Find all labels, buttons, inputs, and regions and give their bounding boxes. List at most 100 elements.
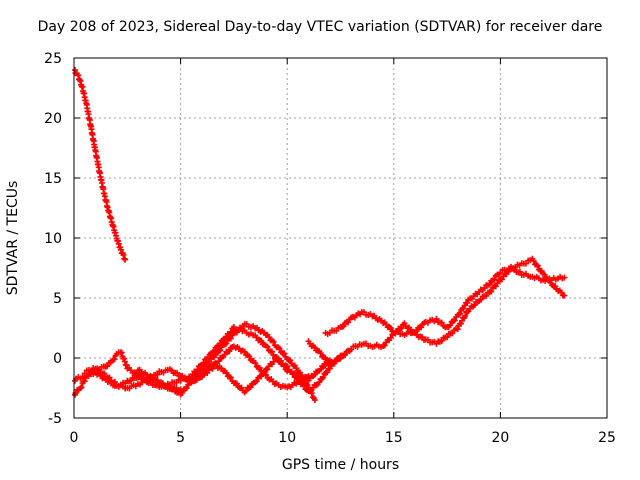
data-point <box>243 387 250 394</box>
series-arc-7 <box>305 338 387 367</box>
y-tick-label: 15 <box>44 171 62 187</box>
data-point <box>78 384 85 391</box>
grid <box>74 58 607 418</box>
data-point <box>530 257 537 264</box>
data-point <box>433 315 440 322</box>
data-point <box>95 366 102 373</box>
data-point <box>252 360 259 367</box>
series-arc-6 <box>188 352 344 396</box>
data-point <box>317 350 324 357</box>
x-tick-label: 5 <box>176 430 185 446</box>
data-point <box>457 320 464 327</box>
data-point <box>290 371 297 378</box>
data-point <box>265 334 272 341</box>
x-tick-label: 15 <box>385 430 403 446</box>
data-point <box>387 324 394 331</box>
data-point <box>311 371 318 378</box>
data-point <box>270 358 277 365</box>
data-point <box>464 299 471 306</box>
data-point <box>217 347 224 354</box>
y-tick-label: 5 <box>53 291 62 307</box>
data-point <box>418 324 425 331</box>
data-point <box>398 325 405 332</box>
data-point <box>381 342 388 349</box>
data-point <box>447 322 454 329</box>
data-point <box>101 370 108 377</box>
data-point <box>133 375 140 382</box>
data-point <box>316 379 323 386</box>
data-point <box>534 262 541 269</box>
y-tick-label: 10 <box>44 231 62 247</box>
data-point <box>298 372 305 379</box>
x-tick-label: 0 <box>70 430 79 446</box>
data-point <box>322 362 329 369</box>
data-point <box>340 323 347 330</box>
data-points <box>72 67 568 403</box>
data-point <box>273 353 280 360</box>
data-point <box>227 335 234 342</box>
data-point <box>444 334 451 341</box>
data-point <box>262 371 269 378</box>
series-arc-1 <box>72 67 129 263</box>
data-point <box>281 350 288 357</box>
data-point <box>258 337 265 344</box>
data-point <box>215 358 222 365</box>
data-point <box>486 281 493 288</box>
y-tick-label: -5 <box>48 411 62 427</box>
y-tick-label: 20 <box>44 111 62 127</box>
data-point <box>492 283 499 290</box>
data-point <box>227 374 234 381</box>
data-point <box>342 351 349 358</box>
data-point <box>561 274 568 281</box>
axis-ticks: 0 5 10 15 20 25 -5 0 5 10 15 20 25 <box>44 51 616 446</box>
data-point <box>491 276 498 283</box>
data-point <box>183 385 190 392</box>
data-point <box>246 353 253 360</box>
data-point <box>122 256 129 263</box>
data-point <box>264 366 271 373</box>
series-arc-9 <box>380 255 568 349</box>
data-point <box>258 373 265 380</box>
data-point <box>284 363 291 370</box>
data-point <box>311 344 318 351</box>
data-point <box>300 382 307 389</box>
x-tick-label: 20 <box>491 430 509 446</box>
series-arc-8 <box>322 265 568 339</box>
data-point <box>165 382 172 389</box>
data-point <box>287 357 294 364</box>
data-point <box>451 317 458 324</box>
data-point <box>457 310 464 317</box>
data-point <box>111 356 118 363</box>
data-point <box>223 369 230 376</box>
data-point <box>206 358 213 365</box>
data-point <box>264 343 271 350</box>
data-point <box>498 276 505 283</box>
data-point <box>322 354 329 361</box>
chart-title: Day 208 of 2023, Sidereal Day-to-day VTE… <box>37 19 603 35</box>
data-point <box>301 377 308 384</box>
y-axis-label: SDTVAR / TECUs <box>5 180 21 296</box>
data-point <box>438 319 445 326</box>
data-point <box>253 378 260 385</box>
data-point <box>117 246 124 253</box>
data-point <box>256 364 263 371</box>
data-point <box>488 288 495 295</box>
data-point <box>561 292 568 299</box>
data-point <box>462 313 469 320</box>
data-point <box>305 373 312 379</box>
data-point <box>481 285 488 292</box>
data-point <box>505 268 512 275</box>
data-point <box>106 374 113 381</box>
data-point <box>154 371 161 378</box>
data-point <box>541 271 548 278</box>
data-point <box>337 355 344 362</box>
data-point <box>516 268 523 275</box>
data-point <box>268 348 275 355</box>
data-point <box>77 385 84 392</box>
data-point <box>320 374 327 381</box>
data-point <box>438 337 445 344</box>
data-point <box>477 296 484 303</box>
x-axis-label: GPS time / hours <box>281 457 400 473</box>
data-point <box>449 330 456 337</box>
data-point <box>247 384 254 391</box>
